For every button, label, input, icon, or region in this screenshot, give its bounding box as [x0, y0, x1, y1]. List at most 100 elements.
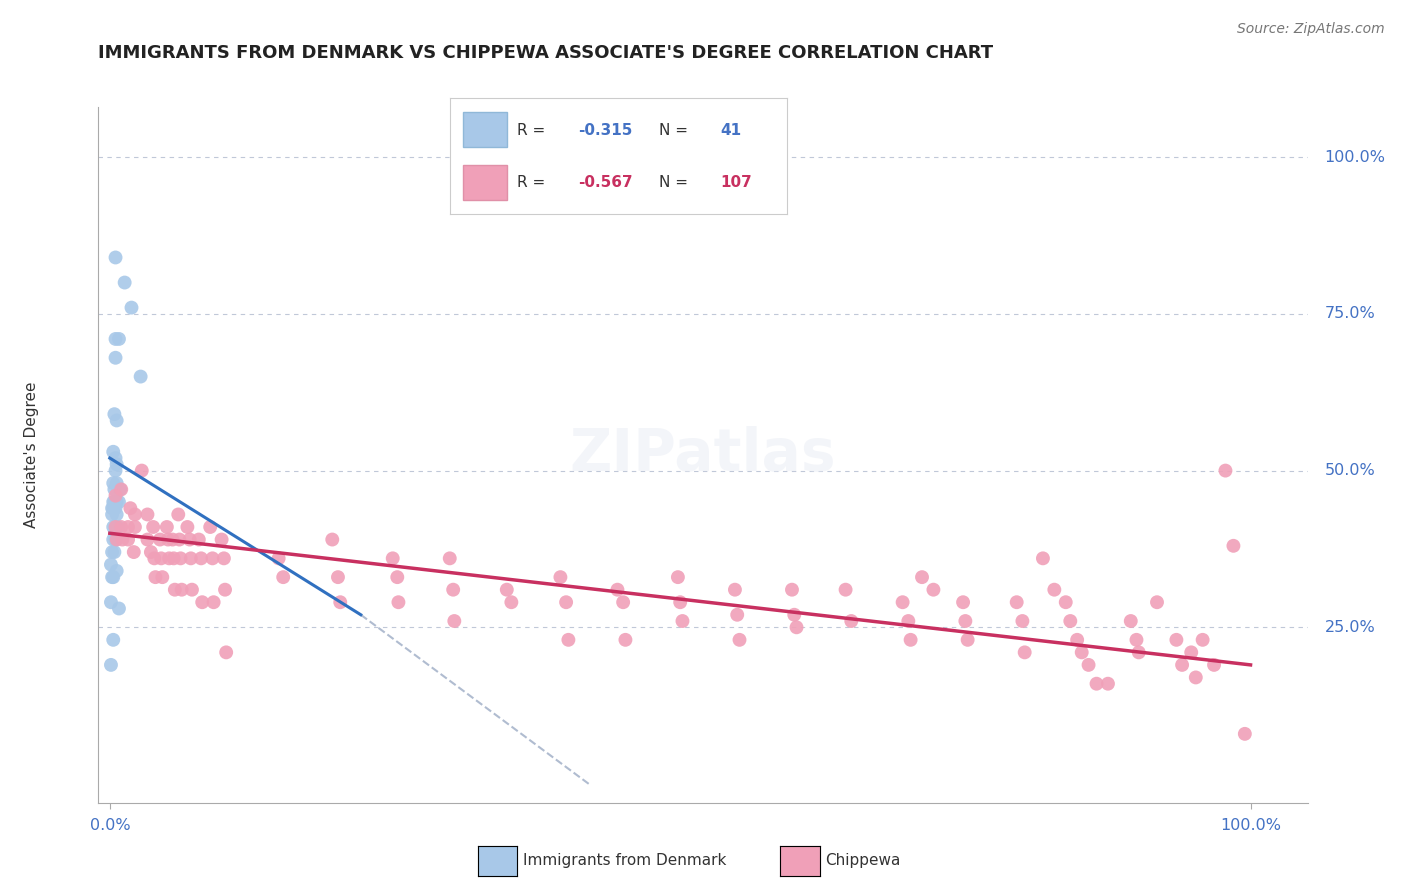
- Point: [103, 483, 125, 497]
- Point: [150, 551, 173, 566]
- FancyBboxPatch shape: [464, 112, 508, 147]
- Point: [839, 614, 862, 628]
- Point: [101, 501, 124, 516]
- Point: [897, 614, 920, 628]
- Text: 41: 41: [720, 122, 741, 137]
- Point: [124, 508, 146, 522]
- Point: [104, 520, 127, 534]
- Point: [783, 607, 806, 622]
- Point: [105, 508, 128, 522]
- Point: [121, 301, 143, 315]
- Point: [441, 582, 464, 597]
- Point: [108, 332, 131, 346]
- Point: [142, 520, 165, 534]
- Point: [1125, 632, 1147, 647]
- Point: [103, 495, 125, 509]
- Text: 100.0%: 100.0%: [1324, 150, 1386, 165]
- Point: [108, 601, 131, 615]
- Point: [104, 533, 127, 547]
- Point: [1215, 464, 1237, 478]
- Point: [163, 551, 186, 566]
- Point: [215, 645, 238, 659]
- Point: [169, 533, 191, 547]
- Point: [101, 508, 124, 522]
- Point: [1222, 539, 1244, 553]
- Text: R =: R =: [517, 175, 551, 190]
- Point: [614, 632, 637, 647]
- Text: N =: N =: [659, 122, 693, 137]
- Text: Immigrants from Denmark: Immigrants from Denmark: [523, 854, 727, 868]
- Text: 25.0%: 25.0%: [1324, 620, 1375, 635]
- Point: [136, 508, 159, 522]
- Point: [955, 614, 977, 628]
- Text: N =: N =: [659, 175, 693, 190]
- Point: [1054, 595, 1077, 609]
- Point: [103, 495, 125, 509]
- Point: [1097, 676, 1119, 690]
- Point: [201, 551, 224, 566]
- Point: [666, 570, 689, 584]
- Text: 50.0%: 50.0%: [1324, 463, 1375, 478]
- Point: [1070, 645, 1092, 659]
- Point: [136, 533, 159, 547]
- Point: [1059, 614, 1081, 628]
- Point: [780, 582, 803, 597]
- Point: [105, 495, 128, 509]
- Point: [555, 595, 578, 609]
- Point: [891, 595, 914, 609]
- Point: [1233, 727, 1256, 741]
- Point: [104, 520, 127, 534]
- Point: [103, 545, 125, 559]
- Point: [124, 520, 146, 534]
- Point: [326, 570, 349, 584]
- Point: [162, 533, 184, 547]
- Point: [911, 570, 934, 584]
- Point: [1166, 632, 1188, 647]
- Point: [329, 595, 352, 609]
- Point: [100, 595, 122, 609]
- Point: [108, 495, 131, 509]
- Point: [101, 545, 124, 559]
- Point: [103, 570, 125, 584]
- Point: [439, 551, 461, 566]
- Point: [557, 632, 579, 647]
- Point: [1184, 670, 1206, 684]
- Point: [202, 595, 225, 609]
- Point: [139, 545, 162, 559]
- Point: [105, 476, 128, 491]
- Point: [145, 570, 167, 584]
- Point: [100, 558, 122, 572]
- Point: [105, 458, 128, 472]
- Text: 100.0%: 100.0%: [1220, 819, 1281, 833]
- Point: [117, 533, 139, 547]
- Text: IMMIGRANTS FROM DENMARK VS CHIPPEWA ASSOCIATE'S DEGREE CORRELATION CHART: IMMIGRANTS FROM DENMARK VS CHIPPEWA ASSO…: [98, 45, 994, 62]
- Point: [191, 595, 214, 609]
- Point: [1202, 657, 1225, 672]
- Point: [170, 582, 193, 597]
- Point: [956, 632, 979, 647]
- Point: [180, 551, 202, 566]
- Point: [728, 632, 751, 647]
- Point: [267, 551, 290, 566]
- Point: [612, 595, 634, 609]
- Point: [103, 520, 125, 534]
- Point: [104, 464, 127, 478]
- Point: [131, 464, 153, 478]
- Point: [190, 551, 212, 566]
- Point: [103, 444, 125, 458]
- Point: [105, 533, 128, 547]
- Point: [724, 582, 747, 597]
- Point: [387, 570, 409, 584]
- Point: [163, 582, 186, 597]
- Point: [104, 351, 127, 365]
- Point: [1014, 645, 1036, 659]
- Point: [120, 501, 142, 516]
- Point: [387, 595, 409, 609]
- Point: [111, 533, 134, 547]
- Point: [212, 551, 235, 566]
- Point: [1085, 676, 1108, 690]
- Point: [104, 451, 127, 466]
- Point: [104, 489, 127, 503]
- Point: [1180, 645, 1202, 659]
- Point: [101, 570, 124, 584]
